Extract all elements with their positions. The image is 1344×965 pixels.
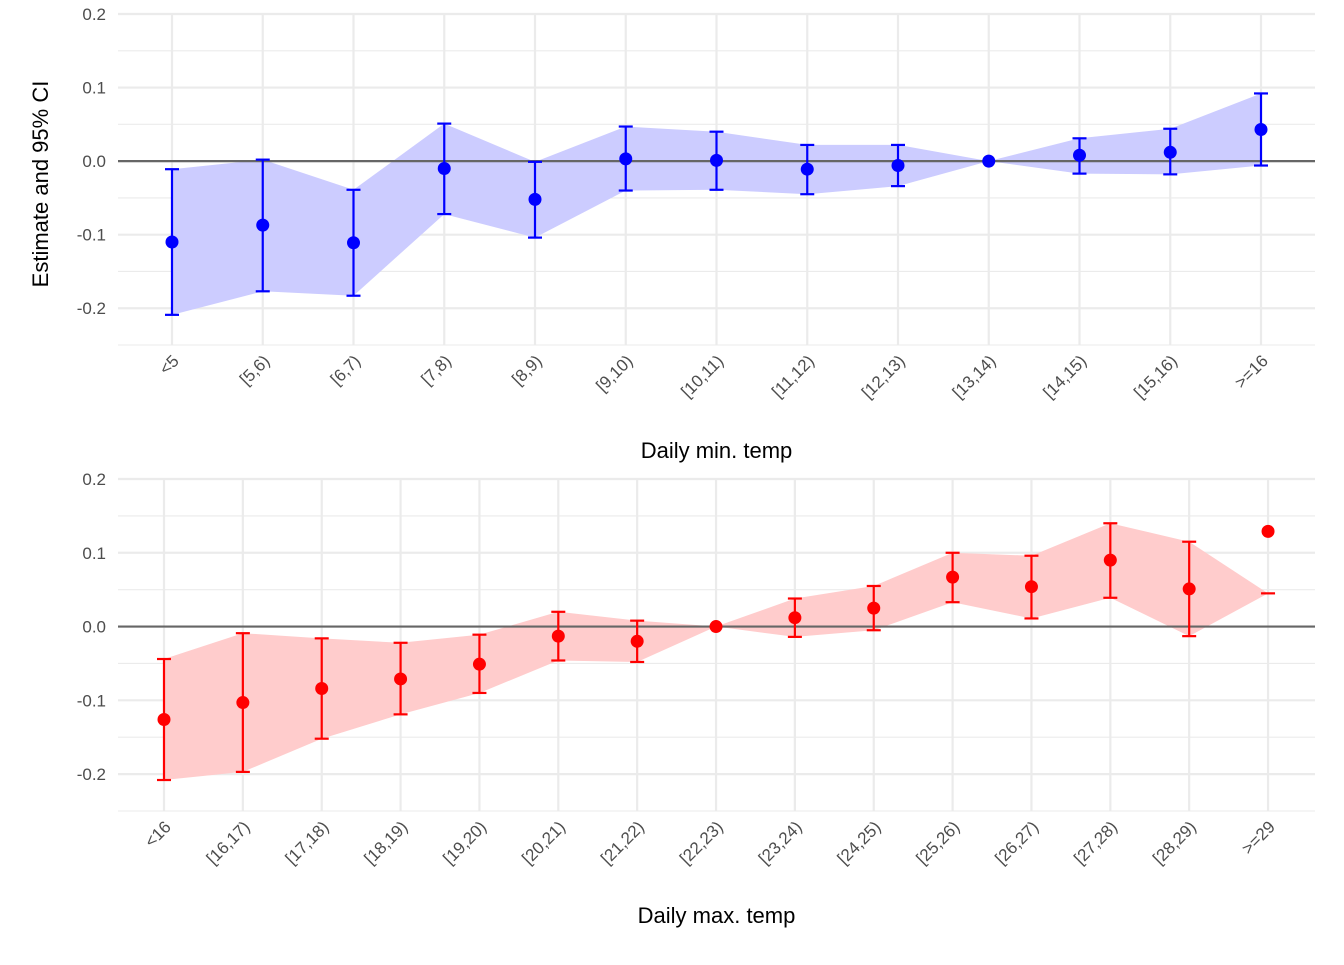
y-tick-label: -0.1 <box>77 691 106 710</box>
y-axis-title: Estimate and 95% CI <box>28 81 53 288</box>
estimate-point <box>256 218 270 232</box>
estimate-point <box>394 672 408 686</box>
y-tick-label: 0.2 <box>82 5 106 24</box>
estimate-point <box>1254 122 1268 136</box>
x-tick-label: [5,6) <box>236 351 273 388</box>
y-tick-label: -0.2 <box>77 299 106 318</box>
y-tick-label: 0.0 <box>82 618 106 637</box>
estimate-point <box>891 159 905 173</box>
estimate-point <box>551 629 565 643</box>
estimate-point <box>1182 582 1196 596</box>
x-tick-label: [20,21) <box>518 817 569 868</box>
estimate-point <box>157 713 171 727</box>
x-tick-label: [17,18) <box>282 817 333 868</box>
x-tick-label: [22,23) <box>676 817 727 868</box>
x-tick-label: [10,11) <box>677 351 727 401</box>
estimate-point <box>1024 580 1038 594</box>
estimate-point <box>946 570 960 584</box>
estimate-point <box>315 682 329 696</box>
y-tick-label: 0.0 <box>82 152 106 171</box>
x-tick-label: [21,22) <box>597 817 648 868</box>
estimate-point <box>800 162 814 176</box>
x-tick-label: [14,15) <box>1039 351 1090 402</box>
estimate-point <box>710 153 723 167</box>
estimate-point <box>1073 148 1086 162</box>
estimate-point <box>236 696 250 710</box>
estimate-point <box>1261 524 1275 538</box>
panel-2: 0.2 0.1 0.0 -0.1 -0.2 <16 [16,17) [17,18) [18,19… <box>77 470 1315 928</box>
estimate-point <box>437 161 451 175</box>
x-tick-label: >=16 <box>1231 351 1272 392</box>
x-tick-label: [24,25) <box>834 817 885 868</box>
x-tick-label: [11,12) <box>768 351 818 401</box>
estimate-point <box>1163 145 1177 159</box>
y-tick-label: -0.1 <box>77 226 106 245</box>
estimate-point <box>528 192 542 206</box>
y-tick-label: 0.1 <box>82 544 106 563</box>
x-tick-label: >=29 <box>1238 817 1279 858</box>
estimate-point <box>630 634 644 648</box>
x-axis-title: Daily max. temp <box>638 903 796 928</box>
x-tick-label: [9,10) <box>592 351 636 395</box>
y-tick-label: -0.2 <box>77 765 106 784</box>
x-tick-label: [26,27) <box>991 817 1042 868</box>
estimate-point <box>709 620 723 634</box>
x-tick-label: <5 <box>156 351 183 378</box>
estimate-point <box>788 611 802 625</box>
estimate-point <box>982 154 996 168</box>
x-tick-label: [12,13) <box>858 351 909 402</box>
x-tick-label: [25,26) <box>913 817 964 868</box>
y-tick-label: 0.1 <box>82 79 106 98</box>
estimate-point <box>472 657 486 671</box>
panel-1: 0.2 0.1 0.0 -0.1 -0.2 <5 [5,6) [6,7) [7,8) [8,9) [… <box>77 5 1315 463</box>
x-tick-label: [15,16) <box>1130 351 1181 402</box>
estimate-point <box>1103 553 1117 567</box>
x-tick-label: [19,20) <box>439 817 490 868</box>
x-axis-title: Daily min. temp <box>641 438 793 463</box>
estimate-point <box>347 236 360 250</box>
x-tick-label: [7,8) <box>418 351 455 388</box>
estimate-point <box>619 152 633 166</box>
x-tick-label: [27,28) <box>1070 817 1121 868</box>
x-tick-label: <16 <box>141 817 175 851</box>
y-tick-label: 0.2 <box>82 470 106 489</box>
x-tick-label: [16,17) <box>203 817 254 868</box>
x-tick-label: [23,24) <box>755 817 806 868</box>
x-tick-label: [18,19) <box>361 817 412 868</box>
x-tick-label: [8,9) <box>508 351 545 388</box>
estimate-point <box>867 601 881 615</box>
estimate-point <box>165 235 179 249</box>
x-tick-label: [6,7) <box>327 351 364 388</box>
x-tick-label: [28,29) <box>1149 817 1200 868</box>
confidence-band <box>164 523 1269 781</box>
x-tick-label: [13,14) <box>949 351 1000 402</box>
